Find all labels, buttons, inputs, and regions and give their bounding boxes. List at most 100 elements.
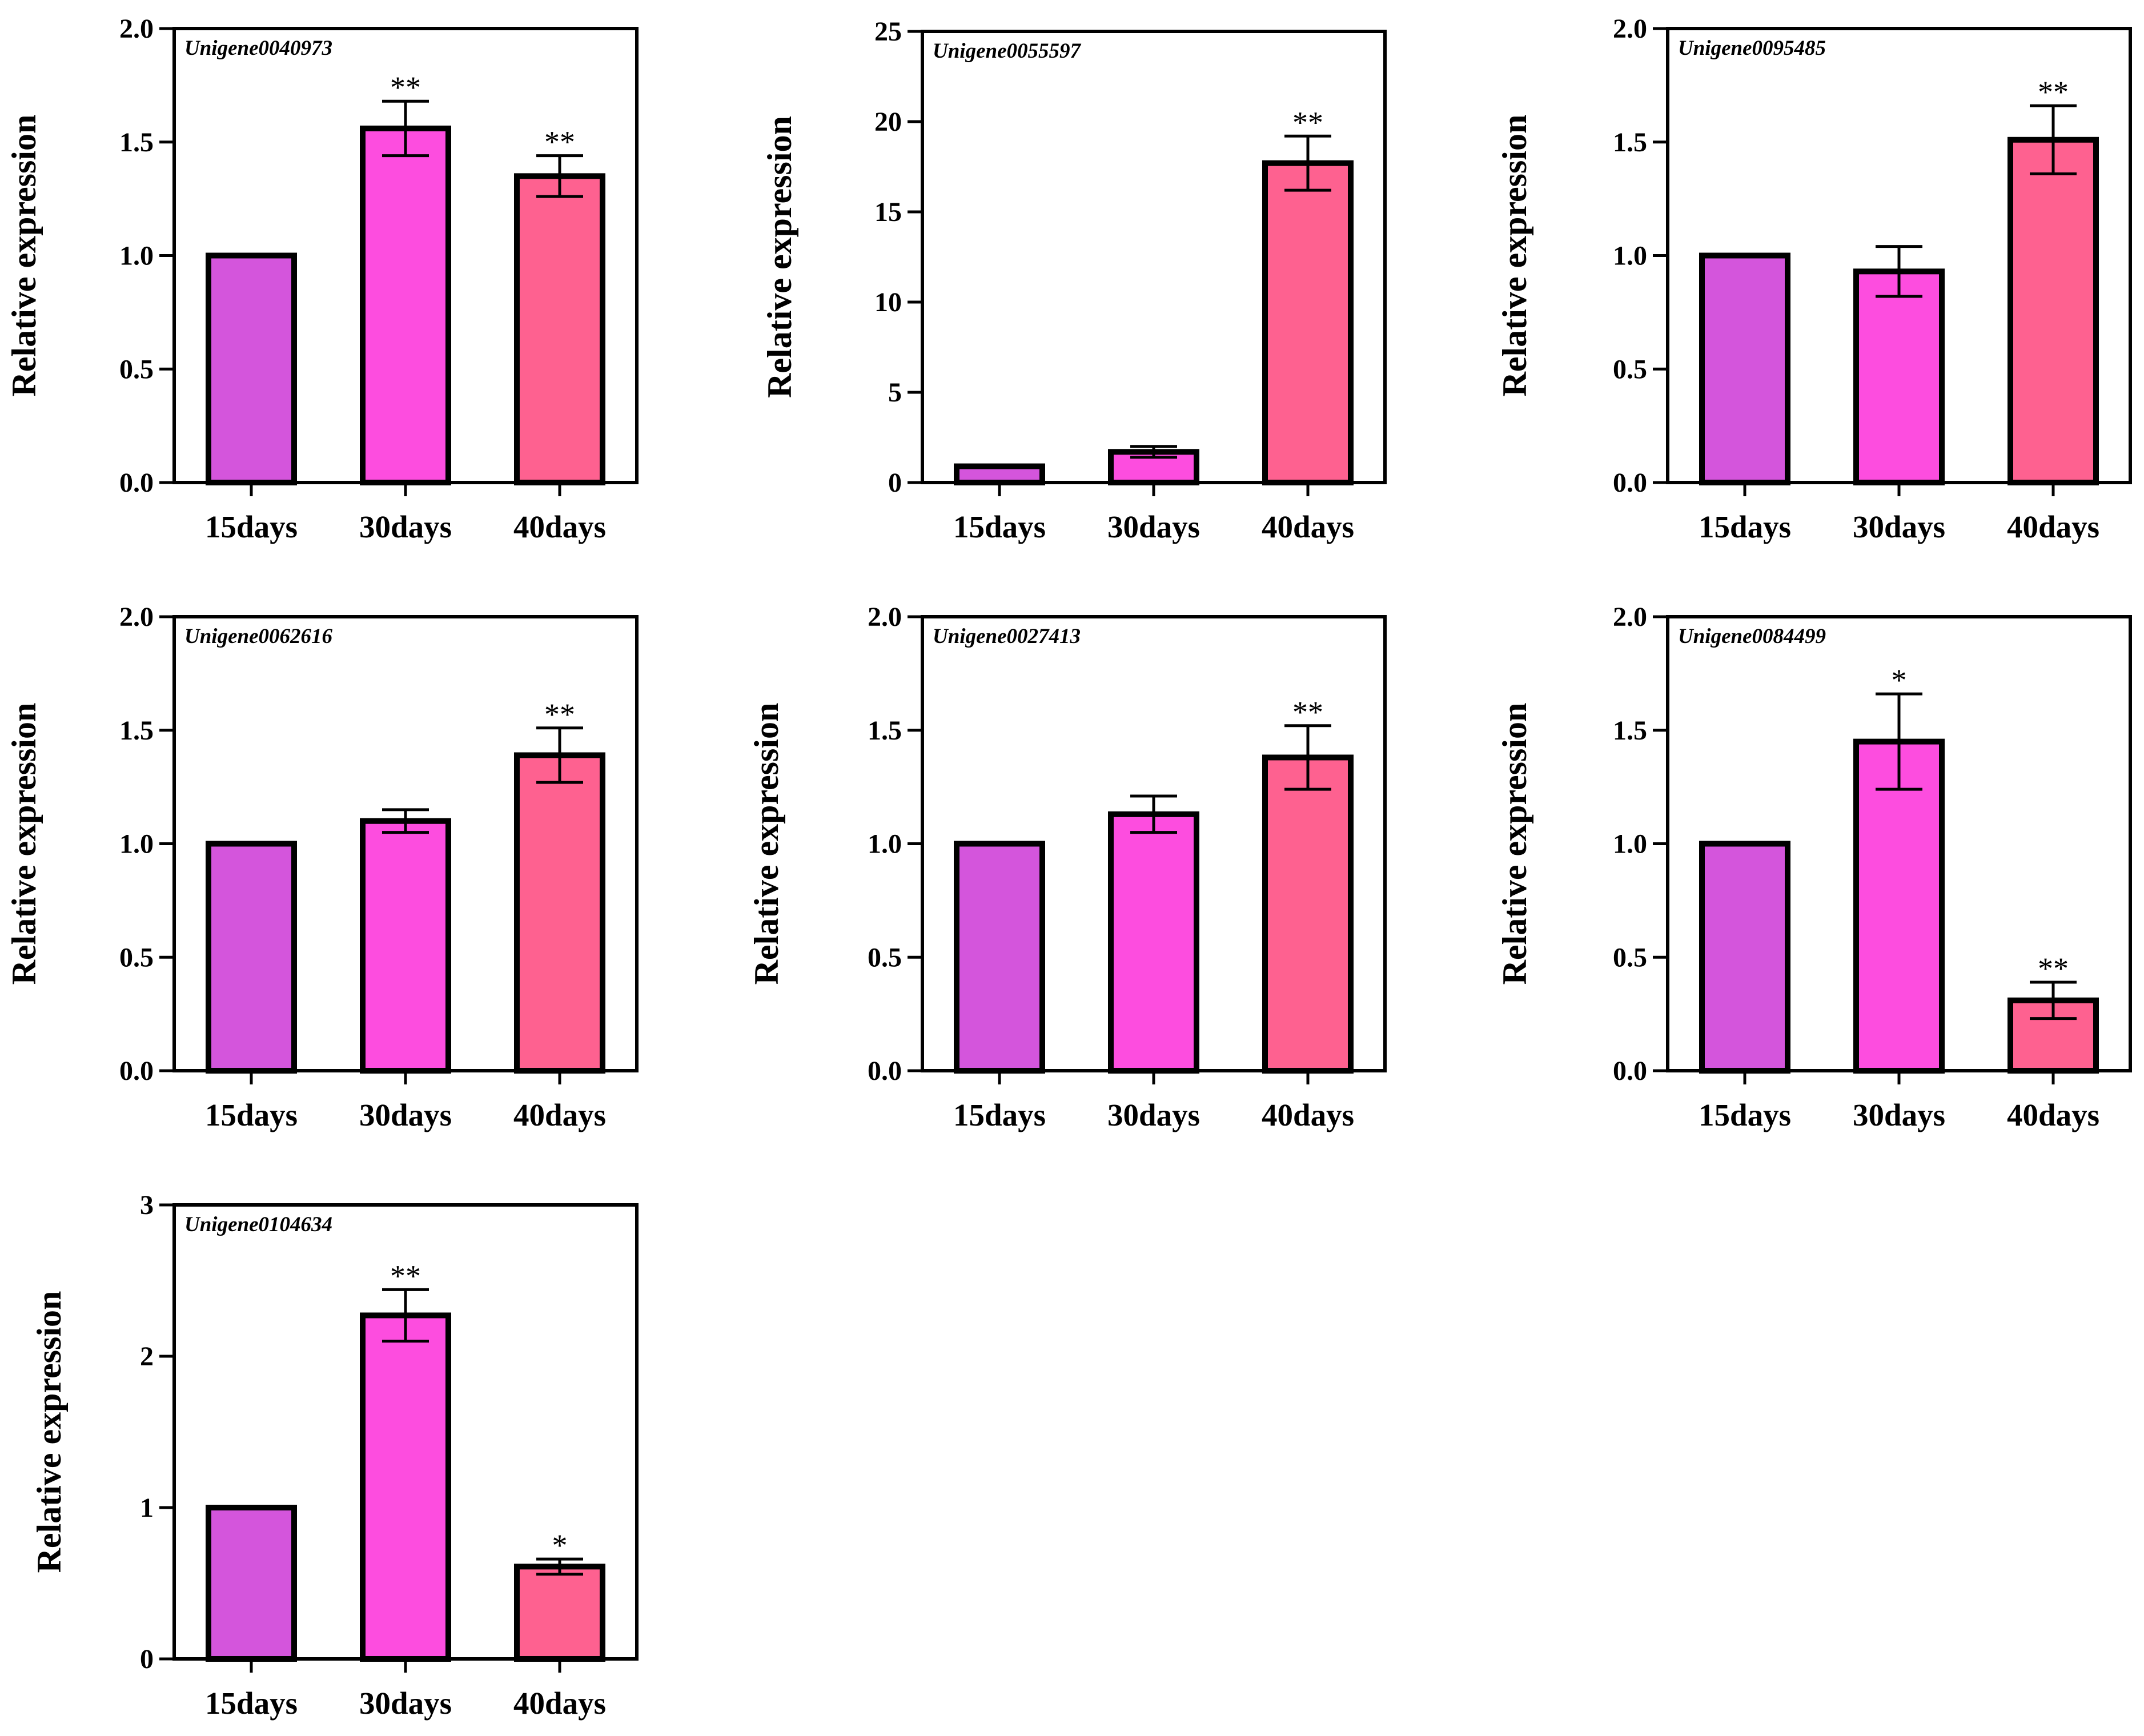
- y-tick-label: 2.0: [1613, 602, 1647, 632]
- bar-30days: [1853, 738, 1945, 1074]
- significance-mark: **: [1292, 695, 1323, 729]
- gene-label: Unigene0084499: [1678, 625, 1826, 648]
- y-tick-label: 1.0: [1613, 829, 1647, 859]
- x-tick-label: 40days: [1262, 509, 1354, 544]
- y-tick-label: 2: [140, 1341, 154, 1372]
- bar-30days: [1853, 268, 1945, 485]
- y-axis-label: Relative expression: [5, 115, 43, 397]
- y-tick-label: 0.5: [1613, 942, 1647, 973]
- y-tick-label: 2.0: [119, 14, 154, 44]
- y-tick-label: 0.5: [119, 942, 154, 973]
- bar-15days: [1699, 841, 1790, 1074]
- y-tick-label: 2.0: [119, 602, 154, 632]
- x-tick-label: 30days: [359, 509, 452, 544]
- significance-mark: **: [544, 125, 575, 159]
- bar-40days: [1262, 754, 1354, 1074]
- gene-label: Unigene0055597: [933, 39, 1082, 63]
- y-tick-label: 0.0: [1613, 468, 1647, 498]
- bar-40days: [514, 173, 605, 485]
- y-tick-label: 0: [140, 1644, 154, 1674]
- y-tick-label: 1.0: [119, 829, 154, 859]
- x-tick-label: 15days: [205, 1686, 298, 1721]
- bar-15days: [206, 841, 297, 1074]
- gene-label: Unigene0040973: [184, 37, 332, 60]
- chart-panel-2: Unigene0055597 0 5 10 15 20 25 Relative express…: [761, 17, 1387, 544]
- chart-panel-4: Unigene0062616 0.0 0.5 1.0 1.5 2.0 Relative ex…: [5, 602, 639, 1132]
- y-tick-label: 1.0: [868, 829, 902, 859]
- y-tick-label: 0.0: [119, 1056, 154, 1086]
- x-tick-label: 15days: [205, 1098, 298, 1132]
- y-tick-label: 20: [874, 107, 902, 137]
- x-tick-label: 15days: [953, 509, 1046, 544]
- gene-label: Unigene0095485: [1678, 37, 1826, 60]
- x-tick-label: 40days: [2007, 509, 2099, 544]
- significance-mark: **: [2038, 75, 2069, 109]
- bar-30days: [360, 125, 451, 485]
- y-tick-label: 1: [140, 1493, 154, 1523]
- chart-panel-5: Unigene0027413 0.0 0.5 1.0 1.5 2.0 Relative ex…: [748, 602, 1387, 1132]
- y-tick-label: 0.5: [119, 354, 154, 384]
- y-tick-label: 1.5: [1613, 716, 1647, 746]
- y-tick-label: 1.5: [1613, 127, 1647, 158]
- significance-mark: **: [390, 70, 421, 105]
- y-tick-label: 25: [874, 17, 902, 47]
- chart-panel-1: Unigene0040973 0.0 0.5 1.0 1.5 2.0 Relative ex…: [5, 14, 639, 544]
- significance-mark: **: [2038, 951, 2069, 986]
- y-tick-label: 1.0: [1613, 241, 1647, 271]
- x-tick-label: 40days: [513, 1098, 606, 1132]
- y-tick-label: 0.0: [119, 468, 154, 498]
- gene-label: Unigene0104634: [184, 1213, 332, 1236]
- x-tick-label: 15days: [205, 509, 298, 544]
- y-axis-label: Relative expression: [5, 703, 43, 985]
- x-tick-label: 30days: [1853, 1098, 1945, 1132]
- bar-15days: [954, 841, 1045, 1074]
- bar-15days: [206, 252, 297, 485]
- bar-30days: [1108, 811, 1199, 1074]
- y-tick-label: 3: [140, 1190, 154, 1220]
- y-axis-label: Relative expression: [761, 116, 798, 398]
- y-tick-label: 1.5: [119, 127, 154, 158]
- x-tick-label: 40days: [1262, 1098, 1354, 1132]
- bar-15days: [954, 463, 1045, 485]
- significance-mark: **: [1292, 105, 1323, 139]
- y-tick-label: 15: [874, 197, 902, 227]
- bar-40days: [1262, 160, 1354, 485]
- y-tick-label: 10: [874, 287, 902, 318]
- y-axis-label: Relative expression: [30, 1291, 68, 1573]
- significance-mark: **: [544, 697, 575, 732]
- bar-40days: [514, 1564, 605, 1662]
- y-tick-label: 2.0: [1613, 14, 1647, 44]
- bar-40days: [514, 752, 605, 1074]
- bar-30days: [360, 1312, 451, 1662]
- x-tick-label: 30days: [1853, 509, 1945, 544]
- x-tick-label: 30days: [359, 1098, 452, 1132]
- y-tick-label: 0.5: [868, 942, 902, 973]
- y-axis-label: Relative expression: [748, 703, 785, 985]
- bar-30days: [360, 818, 451, 1074]
- x-tick-label: 40days: [513, 509, 606, 544]
- y-tick-label: 2.0: [868, 602, 902, 632]
- y-axis-label: Relative expression: [1496, 115, 1533, 397]
- y-tick-label: 0.0: [868, 1056, 902, 1086]
- chart-panel-3: Unigene0095485 0.0 0.5 1.0 1.5 2.0 Relative ex…: [1496, 14, 2132, 544]
- x-tick-label: 15days: [1699, 1098, 1791, 1132]
- bar-40days: [2008, 136, 2099, 485]
- y-tick-label: 0.0: [1613, 1056, 1647, 1086]
- x-tick-label: 40days: [513, 1686, 606, 1721]
- y-tick-label: 0.5: [1613, 354, 1647, 384]
- y-tick-label: 0: [888, 468, 902, 498]
- y-tick-label: 1.5: [119, 716, 154, 746]
- gene-label: Unigene0027413: [933, 625, 1081, 648]
- x-tick-label: 15days: [953, 1098, 1046, 1132]
- y-axis-label: Relative expression: [1496, 703, 1533, 985]
- bar-15days: [206, 1505, 297, 1662]
- significance-mark: *: [1892, 663, 1907, 697]
- y-tick-label: 1.0: [119, 241, 154, 271]
- bar-15days: [1699, 252, 1790, 485]
- x-tick-label: 30days: [1107, 509, 1200, 544]
- chart-panel-7: Unigene0104634 0 1 2 3 Relative expression 15d…: [30, 1190, 639, 1721]
- gene-label: Unigene0062616: [184, 625, 333, 648]
- y-tick-label: 1.5: [868, 716, 902, 746]
- x-tick-label: 30days: [359, 1686, 452, 1721]
